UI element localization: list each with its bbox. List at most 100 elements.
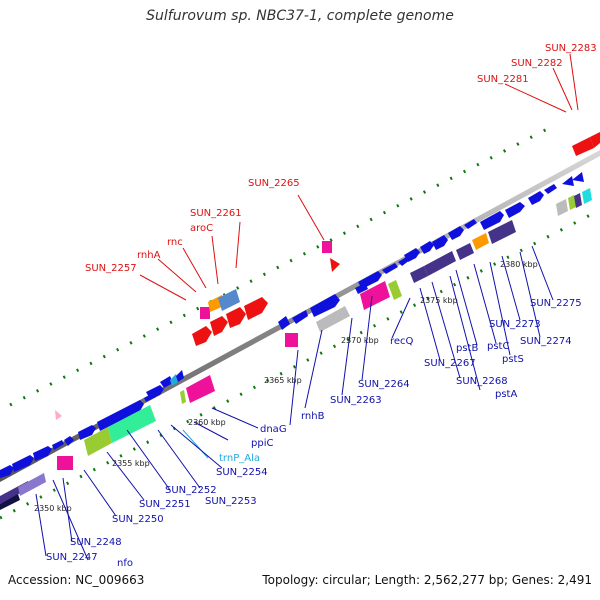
gene-feature[interactable] [480, 211, 504, 230]
gene-label-rnhb[interactable]: rnhB [301, 411, 325, 422]
gene-label-sun-2261[interactable]: SUN_2261 [190, 208, 242, 219]
gene-feature[interactable] [590, 132, 600, 148]
gene-feature[interactable] [488, 220, 516, 244]
gene-feature[interactable] [108, 405, 156, 443]
gene-label-rnha[interactable]: rnhA [137, 250, 161, 261]
gene-label-sun-2257[interactable]: SUN_2257 [85, 263, 137, 274]
gene-label-psta[interactable]: pstA [495, 389, 517, 400]
gene-label-sun-2264[interactable]: SUN_2264 [358, 379, 410, 390]
gene-feature[interactable] [456, 243, 474, 260]
gene-feature[interactable] [12, 455, 34, 472]
gene-feature[interactable] [57, 456, 73, 470]
gene-feature[interactable] [360, 281, 390, 310]
map-title: Sulfurovum sp. NBC37-1, complete genome [146, 8, 454, 24]
gene-feature[interactable] [84, 427, 112, 456]
gene-feature[interactable] [146, 385, 164, 399]
gene-feature[interactable] [310, 294, 340, 317]
gene-label-psts[interactable]: pstS [502, 354, 524, 365]
gene-label-pstc[interactable]: pstC [487, 341, 509, 352]
gene-label-sun-2267[interactable]: SUN_2267 [424, 358, 476, 369]
gene-feature[interactable] [568, 195, 576, 210]
gene-label-sun-2248[interactable]: SUN_2248 [70, 537, 122, 548]
gene-feature[interactable] [572, 137, 594, 156]
gene-feature[interactable] [55, 410, 62, 420]
gene-feature[interactable] [33, 446, 52, 461]
gene-label-sun-2283[interactable]: SUN_2283 [545, 43, 597, 54]
gene-feature[interactable] [244, 297, 268, 320]
gene-feature[interactable] [285, 333, 298, 347]
gene-label-dnag[interactable]: dnaG [260, 424, 287, 435]
gene-label-pstb[interactable]: pstB [456, 343, 478, 354]
gene-feature[interactable] [432, 235, 448, 250]
gene-feature[interactable] [160, 376, 173, 388]
bottom-gene-labels: SUN_2275 SUN_2274 SUN_2273 pstS pstC pst… [46, 298, 582, 569]
kbp-label-2380: 2380 kbp [500, 260, 538, 269]
gene-label-sun-2252[interactable]: SUN_2252 [165, 485, 217, 496]
gene-label-sun-2281[interactable]: SUN_2281 [477, 74, 529, 85]
gene-feature[interactable] [562, 176, 574, 186]
gene-label-nfo[interactable]: nfo [117, 558, 133, 569]
gene-feature[interactable] [388, 280, 402, 300]
gene-label-sun-2254[interactable]: SUN_2254 [216, 467, 268, 478]
gene-feature[interactable] [316, 306, 350, 332]
upper-strand [0, 172, 584, 478]
gene-feature[interactable] [424, 251, 456, 276]
gene-feature[interactable] [18, 473, 46, 496]
gene-feature[interactable] [322, 241, 332, 253]
gene-feature[interactable] [382, 263, 398, 274]
gene-feature[interactable] [186, 375, 215, 403]
gene-label-sun-2251[interactable]: SUN_2251 [139, 499, 191, 510]
top-gene-labels: SUN_2283 SUN_2282 SUN_2281 SUN_2265 SUN_… [85, 43, 597, 274]
gene-label-sun-2265[interactable]: SUN_2265 [248, 178, 300, 189]
gene-label-rnc[interactable]: rnc [167, 237, 183, 248]
gene-feature[interactable] [170, 374, 178, 386]
gene-feature[interactable] [420, 241, 434, 254]
gene-feature[interactable] [556, 199, 568, 216]
gene-feature[interactable] [572, 172, 584, 182]
gene-label-sun-2273[interactable]: SUN_2273 [489, 319, 541, 330]
gene-feature[interactable] [210, 316, 228, 336]
gene-label-sun-2275[interactable]: SUN_2275 [530, 298, 582, 309]
gene-feature[interactable] [582, 188, 592, 204]
gene-label-sun-2253[interactable]: SUN_2253 [205, 496, 257, 507]
gene-feature[interactable] [330, 258, 340, 272]
gene-feature[interactable] [410, 266, 428, 283]
gene-feature[interactable] [505, 202, 525, 218]
gene-feature[interactable] [448, 226, 464, 240]
gene-feature[interactable] [176, 370, 184, 382]
gene-label-recq[interactable]: recQ [390, 336, 414, 347]
gene-label-sun-2263[interactable]: SUN_2263 [330, 395, 382, 406]
gene-feature[interactable] [0, 494, 20, 510]
lower-strand [0, 188, 592, 510]
gene-feature[interactable] [180, 390, 186, 404]
gene-feature[interactable] [52, 440, 64, 450]
topology-summary: Topology: circular; Length: 2,562,277 bp… [262, 573, 592, 587]
gene-label-sun-2247[interactable]: SUN_2247 [46, 552, 98, 563]
gene-feature[interactable] [192, 326, 212, 346]
gene-feature[interactable] [200, 307, 210, 319]
gene-feature[interactable] [226, 307, 246, 328]
gene-label-ppic[interactable]: ppiC [251, 438, 273, 449]
gene-feature[interactable] [278, 316, 290, 330]
gene-feature[interactable] [528, 191, 544, 205]
gene-feature[interactable] [472, 233, 489, 250]
gene-label-sun-2250[interactable]: SUN_2250 [112, 514, 164, 525]
bottom-leader-lines [35, 245, 554, 561]
gene-feature[interactable] [292, 310, 308, 324]
gene-label-aroc[interactable]: aroC [190, 223, 213, 234]
gene-feature[interactable] [404, 248, 420, 262]
gene-label-trnp-ala[interactable]: trnP_Ala [219, 453, 260, 464]
gene-feature[interactable] [78, 425, 96, 440]
gene-feature[interactable] [464, 219, 477, 229]
gene-label-sun-2274[interactable]: SUN_2274 [520, 336, 572, 347]
gene-label-sun-2268[interactable]: SUN_2268 [456, 376, 508, 387]
gene-feature[interactable] [358, 271, 382, 289]
gene-feature[interactable] [544, 184, 557, 194]
gene-feature[interactable] [97, 400, 144, 431]
gene-feature[interactable] [574, 193, 582, 208]
gene-feature[interactable] [218, 289, 240, 311]
gene-feature[interactable] [64, 436, 74, 446]
gene-feature[interactable] [0, 465, 14, 478]
gene-label-sun-2282[interactable]: SUN_2282 [511, 58, 563, 69]
